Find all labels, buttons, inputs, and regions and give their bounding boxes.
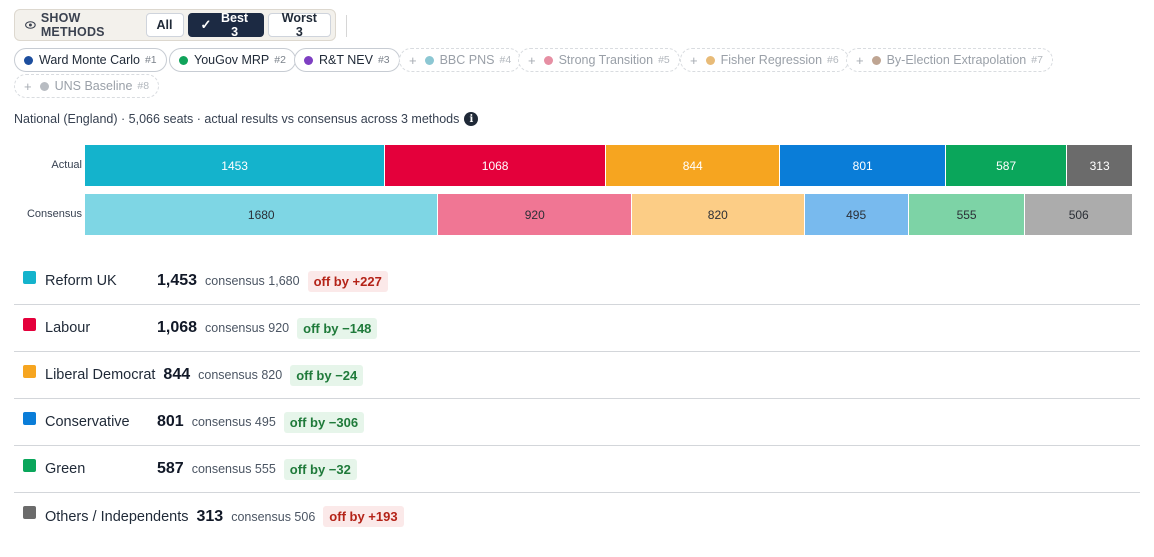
- plus-icon: +: [690, 52, 698, 68]
- bar-value-label: 555: [956, 207, 977, 222]
- party-name: Labour: [45, 320, 91, 336]
- bar-value-label: 1453: [221, 158, 248, 173]
- party-results-list: Reform UK 1,453 consensus 1,680 off by +227…: [14, 258, 1140, 540]
- party-row-labour: Labour 1,068 consensus 920 off by −148: [14, 305, 1140, 352]
- method-chip-ward-monte-carlo[interactable]: Ward Monte Carlo #1: [14, 48, 167, 72]
- bar-segment-actual-conservative: 801: [780, 145, 946, 186]
- party-color-swatch: [23, 270, 36, 284]
- bar-value-label: 313: [1089, 158, 1110, 173]
- bar-segment-consensus-others-independents: 506: [1025, 194, 1132, 235]
- bar-segment-actual-others-independents: 313: [1067, 145, 1132, 186]
- bar-segment-actual-green: 587: [945, 145, 1068, 186]
- party-actual-seats: 844: [163, 366, 191, 383]
- party-row-green: Green 587 consensus 555 off by −32: [14, 446, 1140, 493]
- show-methods-toolbar: SHOW METHODS All ✓ Best 3 Worst 3: [14, 9, 336, 41]
- party-consensus-seats: consensus 495: [191, 415, 276, 429]
- party-consensus-seats: consensus 820: [198, 368, 283, 382]
- party-row-liberal-democrat: Liberal Democrat 844 consensus 820 off by −…: [14, 352, 1140, 399]
- method-chip-strong-transition[interactable]: + Strong Transition #5: [518, 48, 680, 72]
- party-off-by-badge: off by −306: [283, 411, 365, 433]
- bar-value-label: 920: [524, 207, 545, 222]
- party-color-swatch: [23, 458, 36, 472]
- plus-icon: +: [856, 52, 864, 68]
- party-consensus-seats: consensus 506: [231, 509, 316, 524]
- plus-icon: +: [409, 52, 417, 68]
- bar-value-label: 1068: [481, 158, 509, 173]
- summary-line: National (England) · 5,066 seats · actua…: [14, 112, 479, 126]
- party-name: Conservative: [45, 414, 130, 430]
- bar-value-label: 801: [852, 158, 873, 173]
- party-actual-seats: 801: [157, 413, 184, 430]
- party-row-others-independents: Others / Independents 313 consensus 506 off…: [14, 493, 1140, 540]
- party-row-reform-uk: Reform UK 1,453 consensus 1,680 off by +227: [14, 258, 1140, 305]
- consensus-stacked-bar: 1680 920 820 495 555 506: [85, 194, 1132, 235]
- method-chip-uns-baseline[interactable]: + UNS Baseline #8: [14, 74, 160, 98]
- toolbar-divider: [346, 15, 347, 37]
- party-row-conservative: Conservative 801 consensus 495 off by −306: [14, 399, 1140, 446]
- party-actual-seats: 1,068: [157, 319, 198, 336]
- party-actual-seats: 1,453: [157, 272, 198, 289]
- actual-stacked-bar: 1453 1068 844 801 587 313: [85, 145, 1132, 186]
- bar-value-label: 820: [707, 207, 728, 222]
- check-icon: ✓: [200, 17, 212, 32]
- bar-segment-consensus-liberal-democrat: 820: [632, 194, 805, 235]
- method-color-dot: [871, 55, 881, 65]
- party-color-swatch: [23, 411, 36, 425]
- party-consensus-seats: consensus 555: [191, 462, 276, 476]
- party-actual-seats: 587: [157, 460, 184, 477]
- bar-segment-actual-liberal-democrat: 844: [606, 145, 781, 186]
- method-chip-rt-nev[interactable]: R&T NEV #3: [294, 48, 400, 72]
- bar-value-label: 495: [846, 207, 867, 222]
- bar-value-label: 587: [996, 158, 1017, 173]
- bar-value-label: 506: [1068, 207, 1089, 222]
- show-methods-label: SHOW METHODS: [25, 11, 138, 39]
- party-name: Green: [45, 461, 86, 477]
- filter-best-3-button[interactable]: ✓ Best 3: [187, 11, 264, 39]
- bar-value-label: 844: [682, 158, 703, 173]
- party-name: Liberal Democrat: [45, 367, 156, 383]
- method-chip-fisher-regression[interactable]: + Fisher Regression #6: [680, 48, 849, 72]
- method-color-dot: [424, 55, 434, 65]
- bar-segment-consensus-green: 555: [908, 194, 1026, 235]
- party-off-by-badge: off by −24: [290, 364, 364, 386]
- party-name: Others / Independents: [45, 508, 189, 525]
- party-color-swatch: [23, 317, 36, 331]
- method-color-dot: [705, 55, 715, 65]
- bar-segment-consensus-reform-uk: 1680: [85, 194, 439, 235]
- method-color-dot: [179, 55, 188, 65]
- bar-label-actual: Actual: [51, 159, 82, 171]
- filter-all-button[interactable]: All: [145, 13, 184, 37]
- eye-icon: [25, 21, 36, 29]
- filter-worst-3-button[interactable]: Worst 3: [267, 11, 331, 39]
- party-off-by-badge: off by −148: [297, 317, 378, 339]
- info-icon[interactable]: i: [464, 112, 479, 126]
- bar-value-label: 1680: [247, 207, 275, 222]
- method-color-dot: [543, 55, 553, 65]
- plus-icon: +: [528, 52, 536, 68]
- bar-segment-actual-labour: 1068: [385, 145, 606, 186]
- party-color-swatch: [23, 364, 36, 378]
- method-chip-yougov-mrp[interactable]: YouGov MRP #2: [169, 48, 296, 72]
- method-color-dot: [24, 55, 33, 65]
- bar-label-consensus: Consensus: [26, 208, 82, 220]
- party-off-by-badge: off by −32: [283, 458, 357, 480]
- party-name: Reform UK: [45, 273, 117, 289]
- bar-segment-actual-reform-uk: 1453: [85, 145, 386, 186]
- plus-icon: +: [24, 78, 32, 94]
- method-chip-by-election-extrapolation[interactable]: + By-Election Extrapolation #7: [846, 48, 1053, 72]
- party-off-by-badge: off by +193: [323, 506, 404, 527]
- bar-segment-consensus-conservative: 495: [804, 194, 909, 235]
- party-off-by-badge: off by +227: [307, 270, 388, 292]
- method-color-dot: [304, 55, 313, 65]
- method-chip-bbc-pns[interactable]: + BBC PNS #4: [399, 48, 522, 72]
- party-actual-seats: 313: [196, 507, 224, 525]
- method-color-dot: [39, 81, 49, 91]
- party-consensus-seats: consensus 920: [205, 321, 290, 335]
- party-color-swatch: [23, 506, 36, 519]
- party-consensus-seats: consensus 1,680: [205, 274, 300, 288]
- bar-segment-consensus-labour: 920: [438, 194, 633, 235]
